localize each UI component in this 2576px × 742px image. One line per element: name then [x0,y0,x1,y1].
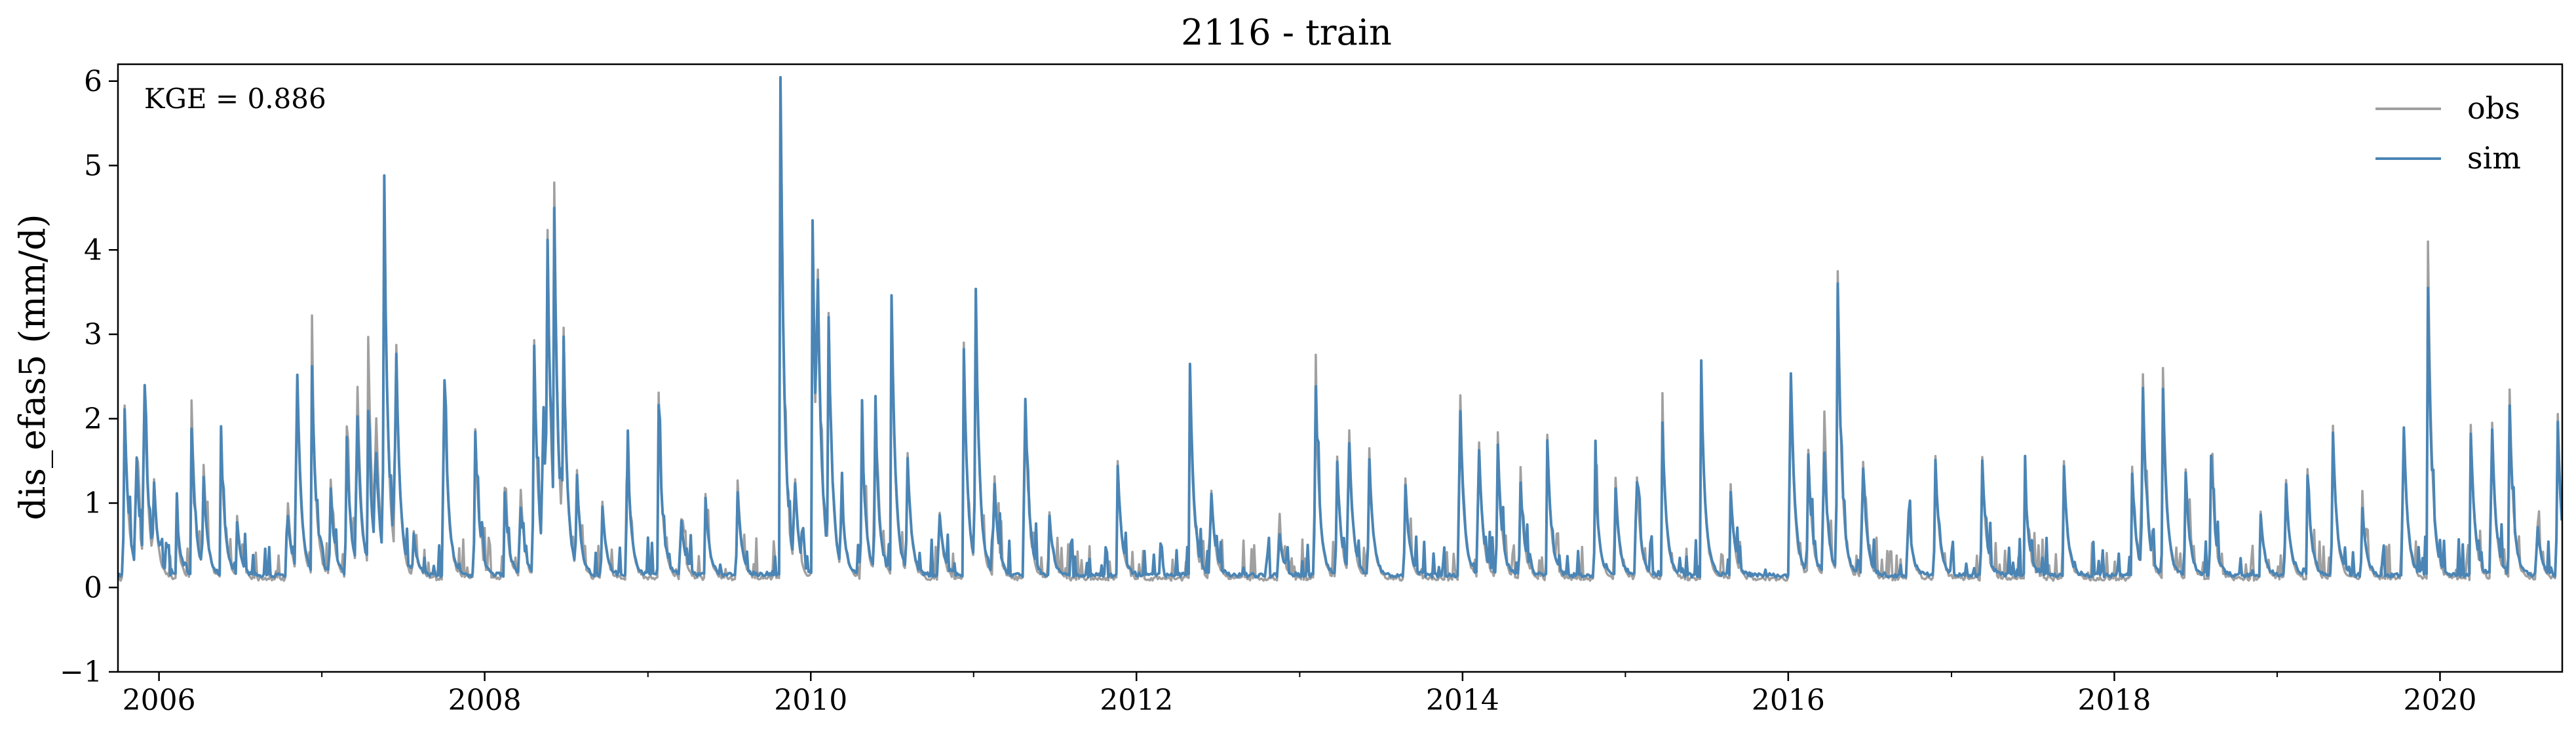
y-tick-label: 5 [84,149,102,183]
chart-title: 2116 - train [1181,12,1392,53]
plot-lines [118,75,2562,582]
y-tick-label: −1 [60,655,102,689]
plot-frame [117,63,2564,673]
x-tick-label: 2008 [448,684,522,717]
x-tick-label: 2012 [1100,684,1173,717]
y-tick-label: 0 [84,571,102,604]
axes: −1 0 1 2 3 4 5 6 2006 2008 2010 2012 2014 2016 2018 202… [60,63,2564,717]
legend-label-obs: obs [2467,90,2520,126]
y-tick-label: 6 [84,65,102,98]
y-tick-label: 1 [84,487,102,520]
x-tick-label: 2016 [1752,684,1825,717]
x-tick-label: 2010 [774,684,847,717]
x-tick-label: 2018 [2078,684,2151,717]
y-tick-label: 4 [84,233,102,267]
y-tick-label: 3 [84,318,102,351]
x-tick-label: 2014 [1426,684,1499,717]
series-line-sim [118,75,2562,579]
x-tick-label: 2006 [123,684,196,717]
x-tick-label: 2020 [2403,684,2476,717]
legend: obs sim [2375,90,2521,176]
y-axis-label: dis_efas5 (mm/d) [12,214,53,520]
y-tick-label: 2 [84,402,102,436]
legend-label-sim: sim [2467,140,2521,176]
kge-annotation: KGE = 0.886 [144,83,326,115]
